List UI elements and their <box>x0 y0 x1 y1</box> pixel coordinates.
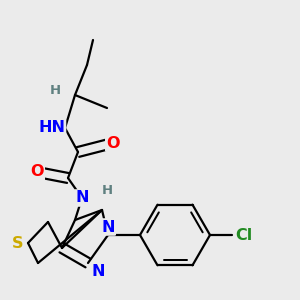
Text: O: O <box>30 164 44 179</box>
Text: HN: HN <box>38 121 65 136</box>
Text: N: N <box>101 220 115 235</box>
Text: H: H <box>101 184 112 196</box>
Text: O: O <box>106 136 120 151</box>
Text: N: N <box>91 263 105 278</box>
Text: S: S <box>12 236 24 250</box>
Text: Cl: Cl <box>236 227 253 242</box>
Text: H: H <box>50 83 61 97</box>
Text: N: N <box>75 190 89 206</box>
